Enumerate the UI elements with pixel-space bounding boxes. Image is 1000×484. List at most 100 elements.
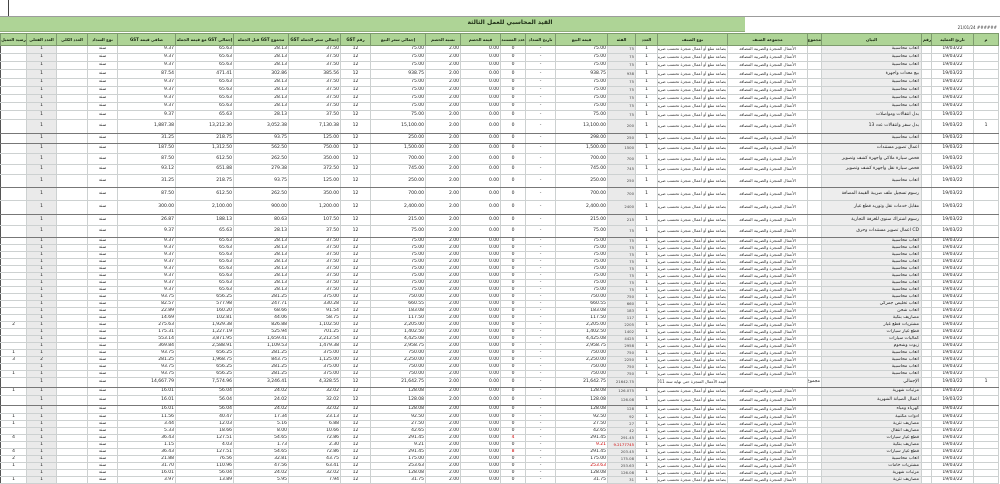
cell[interactable]: 1,968.75: [175, 356, 234, 364]
cell[interactable]: [0, 86, 27, 95]
cell[interactable]: 31.25: [117, 133, 176, 144]
cell[interactable]: 2.00: [425, 427, 461, 435]
cell[interactable]: 75: [607, 279, 636, 287]
cell[interactable]: 19/03/22: [931, 395, 974, 406]
cell[interactable]: [807, 69, 822, 79]
cell[interactable]: [973, 342, 999, 350]
cell[interactable]: سند: [87, 420, 118, 428]
cell[interactable]: 65.63: [175, 286, 234, 294]
cell[interactable]: 4: [0, 448, 27, 456]
cell[interactable]: -: [525, 286, 556, 294]
cell[interactable]: 2.00: [425, 214, 461, 226]
cell[interactable]: الأعمال المنجزة والضريبة المضافة: [727, 265, 808, 273]
cell[interactable]: 12: [340, 328, 371, 336]
cell[interactable]: بضاعة سلع أو أعمال منجزة تحتسب ضريبتها: [657, 94, 728, 103]
cell[interactable]: 13,100.00: [555, 119, 608, 134]
cell[interactable]: 2,588.91: [175, 342, 234, 350]
cell[interactable]: 175.31: [117, 328, 176, 336]
cell[interactable]: [0, 265, 27, 273]
column-header[interactable]: م: [973, 33, 999, 46]
cell[interactable]: 12: [340, 244, 371, 252]
cell[interactable]: 0.00: [460, 462, 501, 470]
cell[interactable]: 1: [0, 349, 27, 357]
cell[interactable]: 612.50: [175, 153, 234, 165]
cell[interactable]: [973, 61, 999, 70]
cell[interactable]: [921, 110, 932, 120]
cell[interactable]: 2.00: [425, 462, 461, 470]
cell[interactable]: 19/03/22: [931, 214, 974, 226]
cell[interactable]: 1: [26, 342, 57, 350]
cell[interactable]: 9.2177745: [607, 441, 636, 449]
cell[interactable]: [973, 110, 999, 120]
cell[interactable]: 19/03/22: [931, 110, 974, 120]
cell[interactable]: الأعمال المنجزة والضريبة المضافة: [727, 69, 808, 79]
cell[interactable]: 1: [635, 143, 658, 154]
cell[interactable]: [921, 377, 932, 388]
cell[interactable]: [807, 187, 822, 201]
cell[interactable]: الأعمال المنجزة والضريبة المضافة: [727, 356, 808, 364]
cell[interactable]: [56, 377, 88, 388]
cell[interactable]: 2.00: [425, 349, 461, 357]
cell[interactable]: -: [525, 86, 556, 95]
cell[interactable]: [0, 102, 27, 111]
cell[interactable]: -: [525, 405, 556, 414]
cell[interactable]: 12: [340, 356, 371, 364]
cell[interactable]: بضاعة سلع أو أعمال منجزة تحتسب ضريبتها: [657, 258, 728, 266]
cell[interactable]: -: [525, 174, 556, 188]
cell[interactable]: 1,402.50: [555, 328, 608, 336]
cell[interactable]: 1: [26, 469, 57, 477]
cell[interactable]: [56, 102, 88, 111]
cell[interactable]: 2.00: [425, 86, 461, 95]
cell[interactable]: 24.02: [233, 395, 289, 406]
cell[interactable]: [973, 279, 999, 287]
cell[interactable]: 19/03/22: [931, 187, 974, 201]
cell[interactable]: 0.00: [460, 300, 501, 308]
cell[interactable]: 19/03/22: [931, 413, 974, 421]
cell[interactable]: 31: [607, 476, 636, 484]
cell[interactable]: 1: [26, 349, 57, 357]
cell[interactable]: 75.00: [370, 45, 426, 54]
cell[interactable]: 75.00: [555, 265, 608, 273]
cell[interactable]: سند: [87, 314, 118, 322]
cell[interactable]: [807, 110, 822, 120]
cell[interactable]: [56, 133, 88, 144]
cell[interactable]: 1: [26, 69, 57, 79]
cell[interactable]: 75.00: [370, 237, 426, 245]
cell[interactable]: الأعمال المنجزة والضريبة المضافة: [727, 286, 808, 294]
cell[interactable]: [921, 94, 932, 103]
cell[interactable]: بيع معدات واجهزة: [821, 69, 922, 79]
cell[interactable]: 0.00: [460, 279, 501, 287]
cell[interactable]: [973, 395, 999, 406]
cell[interactable]: 75: [607, 251, 636, 259]
cell[interactable]: بضاعة سلع أو أعمال منجزة تحتسب ضريبتها: [657, 321, 728, 329]
cell[interactable]: 1: [26, 293, 57, 301]
cell[interactable]: [921, 462, 932, 470]
cell[interactable]: سند: [87, 395, 118, 406]
cell[interactable]: 1: [635, 462, 658, 470]
cell[interactable]: 656.25: [175, 363, 234, 371]
cell[interactable]: 1: [26, 119, 57, 134]
cell[interactable]: 0: [500, 164, 526, 175]
cell[interactable]: [973, 441, 999, 449]
cell[interactable]: 281.25: [117, 356, 176, 364]
cell[interactable]: 843.75: [233, 356, 289, 364]
cell[interactable]: 37.50: [288, 86, 341, 95]
cell[interactable]: [0, 328, 27, 336]
cell[interactable]: 12: [340, 53, 371, 62]
cell[interactable]: [921, 427, 932, 435]
cell[interactable]: [56, 86, 88, 95]
cell[interactable]: -: [525, 45, 556, 54]
cell[interactable]: [921, 244, 932, 252]
cell[interactable]: [807, 448, 822, 456]
cell[interactable]: [807, 251, 822, 259]
cell[interactable]: بضاعة سلع أو أعمال منجزة تحتسب ضريبتها: [657, 441, 728, 449]
cell[interactable]: [921, 69, 932, 79]
cell[interactable]: [921, 370, 932, 378]
cell[interactable]: 0.00: [460, 53, 501, 62]
cell[interactable]: [921, 187, 932, 201]
cell[interactable]: 12: [340, 164, 371, 175]
cell[interactable]: 12: [340, 251, 371, 259]
cell[interactable]: اتعاب محاسبية: [821, 174, 922, 188]
cell[interactable]: بضاعة سلع أو أعمال منجزة تحتسب ضريبتها: [657, 314, 728, 322]
cell[interactable]: [973, 469, 999, 477]
